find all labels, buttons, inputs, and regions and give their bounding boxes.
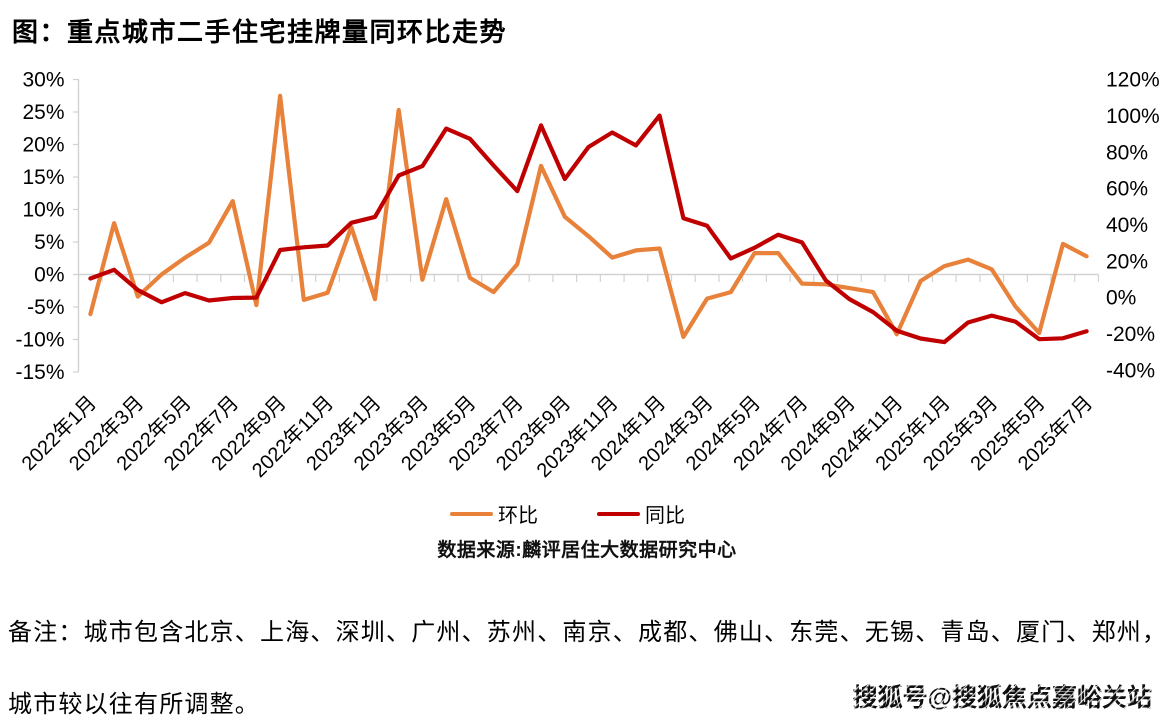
legend-item-huanbi: 环比: [450, 499, 538, 528]
y-axis-label-right: -40%: [1106, 359, 1155, 382]
legend-label-huanbi: 环比: [498, 505, 538, 527]
series-line-tongbi: [88, 113, 1089, 345]
y-axis-label-right: 20%: [1106, 250, 1148, 273]
legend-swatch-huanbi-icon: [450, 511, 493, 516]
watermark: 搜狐号@搜狐焦点嘉峪关站: [853, 678, 1152, 714]
y-axis-label-left: 10%: [22, 199, 64, 222]
y-axis-label-left: -15%: [15, 361, 64, 384]
legend-swatch-tongbi-icon: [597, 511, 640, 516]
chart-legend: 环比 同比: [450, 499, 685, 528]
footer-note-line2: 城市较以往有所调整。: [8, 692, 260, 718]
y-axis-label-left: 0%: [34, 264, 64, 287]
y-axis-label-right: -20%: [1106, 323, 1155, 346]
y-axis-label-left: 25%: [22, 101, 64, 124]
y-axis-label-right: 120%: [1106, 69, 1160, 92]
y-axis-label-left: 20%: [22, 134, 64, 157]
y-axis-label-right: 80%: [1106, 141, 1148, 164]
source-note: 数据来源:麟评居住大数据研究中心: [437, 540, 737, 561]
y-axis-label-left: 30%: [22, 69, 64, 92]
y-axis-label-left: 15%: [22, 166, 64, 189]
series-line-huanbi: [88, 93, 1089, 339]
y-axis-label-right: 0%: [1106, 287, 1136, 310]
y-axis-label-right: 60%: [1106, 178, 1148, 201]
legend-item-tongbi: 同比: [597, 499, 685, 528]
chart-title: 图：重点城市二手住宅挂牌量同环比走势: [12, 17, 508, 47]
y-axis-label-right: 100%: [1106, 105, 1160, 128]
y-axis-label-left: -5%: [27, 296, 64, 319]
y-axis-label-left: 5%: [34, 231, 64, 254]
footer-note-line1: 备注：城市包含北京、上海、深圳、广州、苏州、南京、成都、佛山、东莞、无锡、青岛、…: [8, 620, 1168, 646]
y-axis-label-right: 40%: [1106, 214, 1148, 237]
legend-label-tongbi: 同比: [645, 505, 685, 527]
y-axis-label-left: -10%: [15, 329, 64, 352]
